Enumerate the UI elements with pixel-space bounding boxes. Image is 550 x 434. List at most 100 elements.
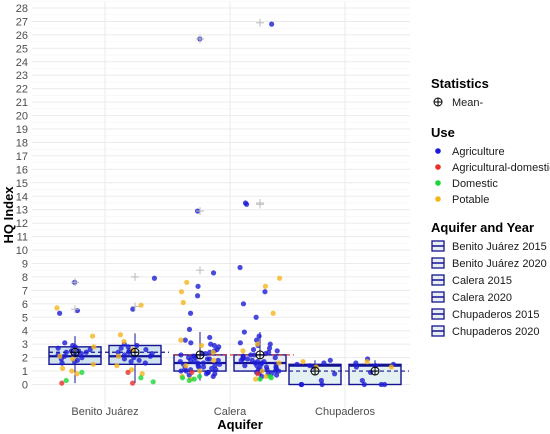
data-point [69, 368, 75, 374]
y-tick-label: 25 [16, 43, 28, 55]
legend: Statistics Mean- Use AgricultureAgricult… [431, 76, 550, 338]
data-point [262, 283, 269, 289]
data-point [188, 340, 194, 346]
data-point [268, 375, 274, 381]
data-point [178, 289, 185, 295]
y-tick-label: 27 [16, 16, 28, 28]
data-point [237, 340, 243, 346]
data-point [262, 289, 268, 295]
data-point [319, 381, 325, 388]
data-point [276, 275, 283, 281]
legend-use-swatch [435, 164, 441, 170]
data-point [274, 348, 280, 354]
data-point [195, 283, 201, 289]
x-axis-ticks: Benito Juárez Calera Chupaderos [71, 406, 375, 418]
y-tick-label: 3 [22, 339, 28, 351]
data-point [121, 356, 128, 362]
y-tick-label: 1 [22, 366, 28, 378]
legend-box-label: Chupaderos 2020 [452, 326, 539, 338]
data-point [196, 364, 202, 370]
data-point [150, 379, 156, 385]
data-point [118, 345, 124, 351]
legend-use-swatch [435, 180, 441, 186]
y-tick-label: 13 [16, 205, 28, 217]
data-point [139, 371, 145, 377]
data-point [210, 349, 216, 355]
data-point [300, 359, 306, 365]
legend-use-label: Domestic [452, 178, 498, 190]
data-point [238, 357, 244, 363]
data-point [184, 279, 190, 285]
data-point [255, 341, 261, 347]
data-point [178, 368, 184, 374]
data-point [182, 337, 188, 343]
data-point [211, 357, 217, 363]
data-point [266, 345, 273, 351]
x-tick-label: Calera [214, 406, 247, 418]
data-point [250, 346, 257, 353]
y-tick-label: 18 [16, 137, 28, 149]
data-point [125, 344, 131, 350]
data-point [240, 348, 246, 354]
y-tick-label: 5 [22, 312, 28, 324]
data-point [210, 373, 216, 380]
data-point [240, 301, 247, 307]
y-axis-title: HQ Index [1, 186, 16, 244]
data-point [388, 364, 394, 370]
data-point [178, 352, 184, 358]
data-point [55, 345, 61, 351]
y-tick-label: 28 [16, 3, 28, 15]
data-point [321, 360, 327, 366]
data-point [200, 364, 207, 370]
data-point [90, 361, 96, 367]
data-point [318, 377, 324, 384]
y-tick-label: 24 [16, 57, 28, 69]
legend-use-items: Agriculture Agricultural-domestic Domestic… [435, 146, 550, 206]
data-point [210, 270, 217, 276]
legend-box-label: Benito Juárez 2015 [452, 241, 547, 253]
data-point [209, 365, 215, 371]
data-point [187, 310, 194, 316]
data-point [138, 302, 144, 308]
data-point [128, 359, 134, 365]
data-point [198, 342, 205, 349]
legend-aquifer-year-items: Benito Juárez 2015 Benito Juárez 2020 Cale… [431, 240, 547, 338]
data-point [243, 201, 250, 207]
data-point [134, 342, 140, 349]
data-point [237, 264, 243, 271]
legend-aquifer-year-title: Aquifer and Year [431, 220, 534, 235]
data-point [59, 365, 66, 371]
data-point [183, 368, 189, 374]
legend-use-label: Agriculture [452, 146, 505, 158]
data-point [194, 293, 201, 299]
legend-use-swatch [435, 196, 441, 202]
data-point [79, 355, 85, 361]
y-tick-label: 9 [22, 258, 28, 270]
data-point [200, 360, 207, 366]
data-point [270, 310, 276, 316]
data-point [74, 371, 80, 377]
data-point [189, 369, 195, 375]
data-point [359, 377, 365, 384]
data-point [206, 356, 213, 362]
data-point [193, 355, 199, 361]
legend-mean-label: Mean- [452, 97, 484, 109]
data-point [89, 333, 96, 339]
data-point [91, 344, 97, 350]
y-tick-label: 19 [16, 124, 28, 136]
data-point [217, 361, 223, 367]
data-point [332, 371, 338, 377]
y-tick-label: 12 [16, 218, 28, 230]
data-point [258, 361, 264, 367]
legend-box-label: Calera 2020 [452, 292, 512, 304]
data-points [54, 18, 396, 388]
data-point [244, 356, 251, 362]
data-point [83, 349, 89, 355]
data-point [294, 361, 300, 367]
data-point [59, 380, 65, 386]
y-tick-label: 6 [22, 299, 28, 311]
y-tick-label: 17 [16, 151, 28, 163]
data-point [242, 363, 248, 369]
data-point [63, 377, 69, 384]
y-tick-label: 16 [16, 164, 28, 176]
